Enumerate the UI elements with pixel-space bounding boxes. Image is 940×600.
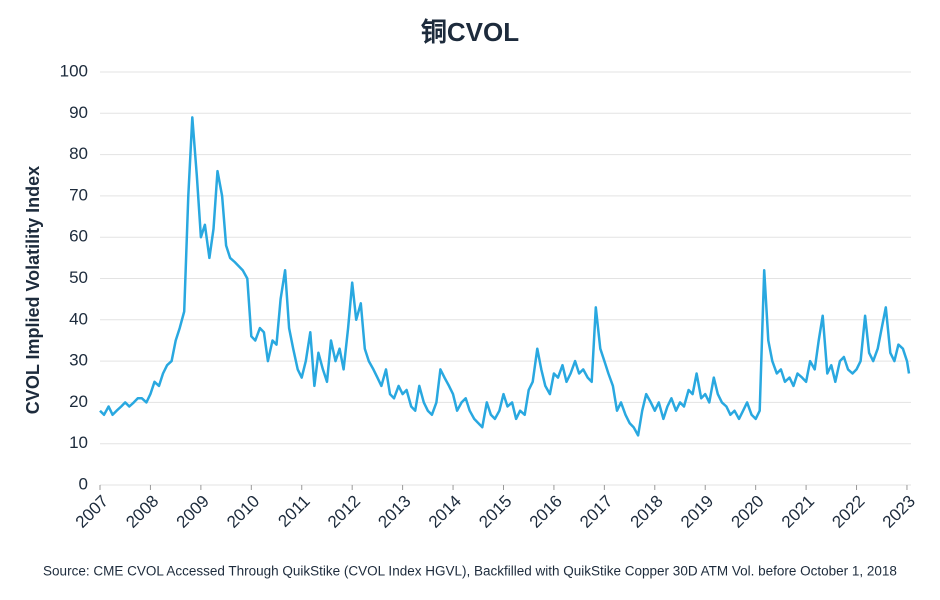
data-line [99,116,911,437]
source-note: Source: CME CVOL Accessed Through QuikSt… [43,564,897,579]
y-tick-label: 80 [69,144,88,163]
x-tick-label: 2023 [879,492,919,532]
x-tick-label: 2016 [526,492,566,532]
y-tick-label: 0 [79,474,88,493]
x-tick-label: 2007 [72,492,112,532]
x-tick-label: 2015 [475,492,515,532]
y-axis-label: CVOL Implied Volatility Index [23,166,43,414]
x-tick-label: 2019 [677,492,717,532]
y-tick-label: 40 [69,309,88,328]
x-tick-label: 2018 [627,492,667,532]
x-tick-label: 2021 [778,492,818,532]
x-tick-label: 2009 [173,492,213,532]
y-tick-label: 60 [69,227,88,246]
x-tick-label: 2014 [425,492,465,532]
y-tick-label: 10 [69,433,88,452]
x-tick-label: 2008 [122,492,162,532]
x-tick-label: 2022 [828,492,868,532]
x-tick-label: 2020 [727,492,767,532]
y-tick-label: 100 [60,61,88,80]
y-tick-label: 20 [69,392,88,411]
x-tick-label: 2013 [374,492,414,532]
y-tick-label: 90 [69,103,88,122]
chart-title: 铜CVOL [421,17,519,47]
y-tick-label: 30 [69,351,88,370]
x-tick-label: 2010 [223,492,263,532]
x-tick-label: 2012 [324,492,364,532]
x-tick-label: 2017 [576,492,616,532]
x-tick-label: 2011 [274,492,313,531]
y-tick-label: 70 [69,185,88,204]
y-tick-label: 50 [69,268,88,287]
